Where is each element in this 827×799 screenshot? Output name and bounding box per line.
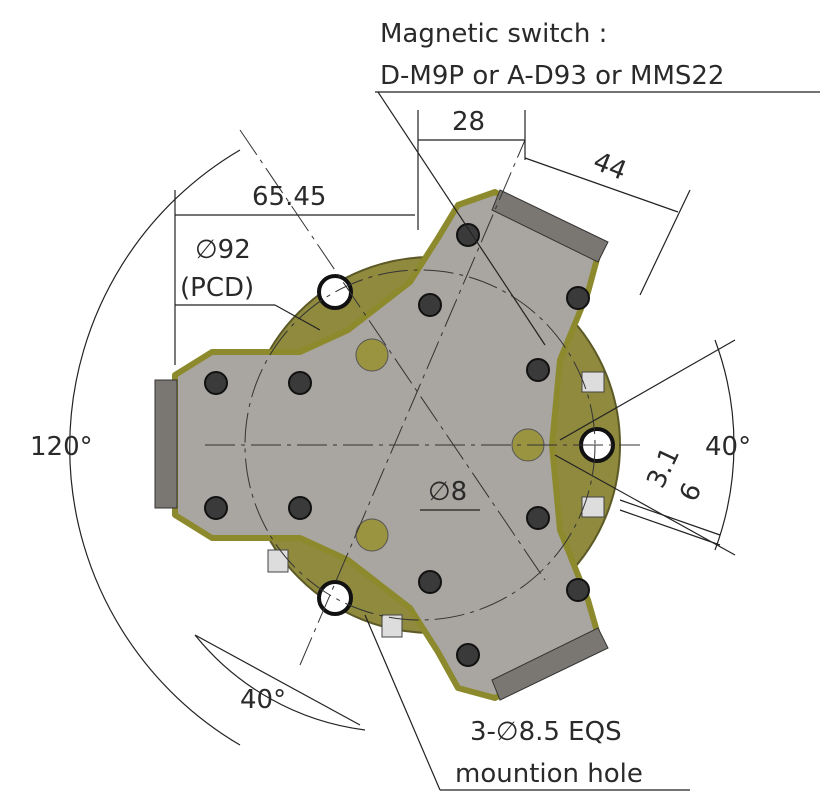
dim-28: 28 <box>452 107 485 137</box>
dim-offset: 65.45 <box>252 182 326 212</box>
switch-models: D-M9P or A-D93 or MMS22 <box>380 61 724 91</box>
mount-note: mountion hole <box>455 759 643 789</box>
dim-pcd-note: (PCD) <box>180 273 254 303</box>
dim-angle-right: 40° <box>705 432 751 462</box>
mount-holes-text: 3-∅8.5 EQS <box>470 717 622 747</box>
drawing: Magnetic switch : D-M9P or A-D93 or MMS2… <box>0 0 827 799</box>
dim-44: 44 <box>589 147 631 187</box>
switch-title: Magnetic switch : <box>380 19 607 49</box>
dim-bore: ∅8 <box>428 477 467 507</box>
jaw <box>155 380 177 508</box>
dim-angle-bottom: 40° <box>240 685 286 715</box>
dim-6: 6 <box>674 479 708 507</box>
dim-pcd: ∅92 <box>195 235 251 265</box>
dim-angle-120: 120° <box>30 432 93 462</box>
